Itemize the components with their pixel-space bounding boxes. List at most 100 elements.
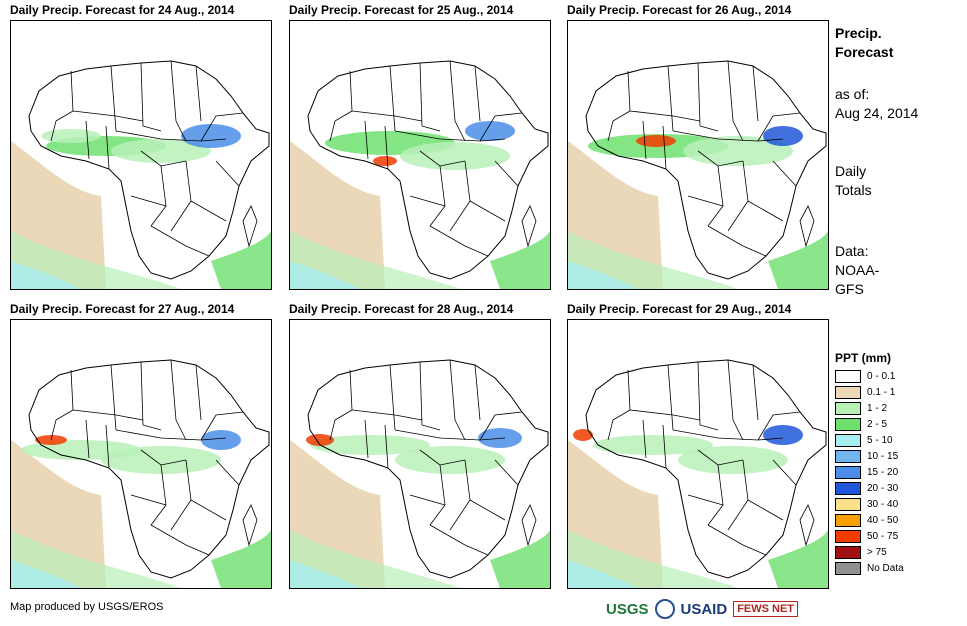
precip-band [573, 429, 593, 441]
country-border [351, 409, 423, 421]
legend-item: 10 - 15 [835, 448, 955, 464]
totals-line: Totals [835, 182, 872, 198]
map-title: Daily Precip. Forecast for 27 Aug., 2014 [10, 302, 235, 316]
legend-label: > 75 [867, 546, 887, 558]
legend-label: 2 - 5 [867, 418, 888, 430]
precip-band [593, 435, 713, 455]
ocean-rain-zone [290, 261, 360, 289]
country-border [50, 419, 57, 441]
legend-item: 0.1 - 1 [835, 384, 955, 400]
country-border [72, 110, 144, 122]
precip-band [395, 446, 505, 474]
ocean-rain-zone [290, 560, 360, 588]
sidebar-asof: as of: Aug 24, 2014 [835, 85, 918, 123]
country-border [150, 524, 210, 556]
coastline [307, 359, 549, 579]
country-border [662, 125, 667, 170]
legend-swatch [835, 417, 861, 431]
ocean-rain-zone [568, 530, 738, 588]
map-title: Daily Precip. Forecast for 24 Aug., 2014 [10, 3, 235, 17]
country-border [110, 364, 117, 431]
country-border [642, 120, 647, 160]
country-border [747, 499, 784, 521]
precip-band [763, 425, 803, 445]
legend-item: 1 - 2 [835, 400, 955, 416]
asof-date: Aug 24, 2014 [835, 105, 919, 121]
legend-item: 20 - 30 [835, 480, 955, 496]
country-border [727, 359, 744, 441]
country-border [607, 120, 614, 142]
map-title: Daily Precip. Forecast for 26 Aug., 2014 [567, 3, 792, 17]
country-border [757, 112, 801, 142]
precip-map [10, 20, 272, 290]
country-border [394, 130, 506, 142]
legend-swatch [835, 561, 861, 575]
country-border [772, 160, 797, 187]
country-border [384, 125, 389, 170]
legend-item: 15 - 20 [835, 464, 955, 480]
country-border [150, 165, 167, 227]
country-border [334, 369, 353, 421]
country-border [150, 225, 210, 257]
country-border [140, 62, 162, 132]
country-border [200, 112, 244, 142]
legend-item: 40 - 50 [835, 512, 955, 528]
country-border [329, 120, 336, 142]
legend-swatch [835, 433, 861, 447]
map-credit: Map produced by USGS/EROS [10, 601, 164, 613]
legend-item: No Data [835, 560, 955, 576]
country-border [384, 424, 389, 469]
legend-swatch [835, 513, 861, 527]
country-border [429, 225, 489, 257]
map-panel: Daily Precip. Forecast for 29 Aug., 2014 [567, 301, 829, 589]
country-border [105, 424, 110, 469]
legend-item: 50 - 75 [835, 528, 955, 544]
legend-item: 30 - 40 [835, 496, 955, 512]
country-border [707, 464, 724, 526]
country-border [170, 359, 187, 441]
country-border [449, 359, 466, 441]
country-border [429, 165, 446, 227]
country-border [394, 429, 506, 441]
country-border [190, 499, 227, 521]
totals-line: Daily [835, 163, 867, 179]
country-border [479, 112, 523, 142]
legend-swatch [835, 369, 861, 383]
map-title: Daily Precip. Forecast for 28 Aug., 2014 [289, 302, 514, 316]
country-border [707, 524, 767, 556]
country-border [195, 364, 202, 421]
country-border [687, 494, 724, 506]
coastline [307, 60, 549, 280]
africa-map [568, 359, 828, 588]
country-border [494, 160, 519, 187]
legend-swatch [835, 385, 861, 399]
country-border [612, 70, 631, 122]
precip-map [567, 319, 829, 589]
logo-strip: USGS USAID FEWS NET [606, 595, 799, 623]
country-border [727, 60, 744, 142]
legend-item: > 75 [835, 544, 955, 560]
legend-label: 5 - 10 [867, 434, 893, 446]
country-border [140, 361, 162, 431]
precip-map [567, 20, 829, 290]
precip-band [181, 124, 241, 148]
legend-label: 50 - 75 [867, 530, 899, 542]
country-border [667, 65, 674, 132]
precip-band [678, 446, 788, 474]
country-border [612, 369, 631, 421]
country-border [389, 364, 396, 431]
country-border [110, 65, 117, 132]
country-border [150, 464, 167, 526]
sidebar-data-source: Data: NOAA- GFS [835, 242, 879, 299]
country-border [479, 411, 523, 441]
country-border [105, 125, 110, 170]
country-border [364, 419, 369, 459]
precip-map [10, 319, 272, 589]
sidebar-title: Precip. Forecast [835, 24, 893, 62]
legend-item: 2 - 5 [835, 416, 955, 432]
country-border [667, 364, 674, 431]
legend-swatch [835, 545, 861, 559]
precip-band [101, 446, 221, 474]
map-panel: Daily Precip. Forecast for 27 Aug., 2014 [10, 301, 272, 589]
country-border [629, 409, 701, 421]
